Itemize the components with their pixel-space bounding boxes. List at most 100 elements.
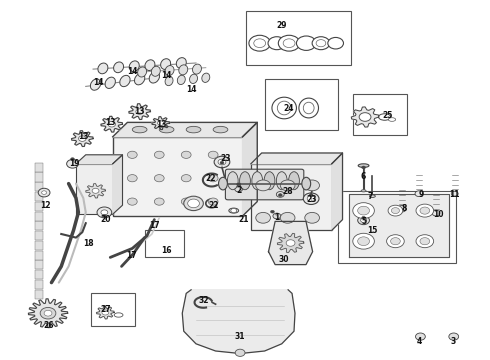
Bar — [35, 172, 43, 181]
Circle shape — [154, 151, 164, 158]
Circle shape — [359, 113, 371, 121]
Ellipse shape — [219, 177, 227, 190]
Text: 31: 31 — [235, 332, 245, 341]
Polygon shape — [351, 107, 379, 127]
Ellipse shape — [138, 67, 147, 77]
Bar — [35, 163, 43, 172]
Text: 13: 13 — [78, 132, 89, 141]
Polygon shape — [113, 122, 257, 137]
Ellipse shape — [114, 62, 123, 73]
Ellipse shape — [252, 172, 263, 190]
Text: 24: 24 — [284, 104, 294, 112]
Polygon shape — [101, 116, 122, 132]
Circle shape — [362, 216, 366, 219]
Circle shape — [181, 175, 191, 182]
Circle shape — [220, 161, 224, 164]
Ellipse shape — [264, 172, 275, 190]
Circle shape — [273, 213, 281, 219]
Bar — [145, 230, 184, 257]
Text: 28: 28 — [282, 187, 293, 196]
Circle shape — [358, 237, 369, 246]
Circle shape — [208, 175, 218, 182]
Ellipse shape — [134, 73, 145, 85]
Text: 23: 23 — [306, 195, 317, 204]
Circle shape — [67, 159, 78, 168]
Polygon shape — [277, 233, 304, 253]
Circle shape — [208, 151, 218, 158]
Text: 30: 30 — [279, 255, 290, 264]
Circle shape — [353, 233, 374, 249]
Bar — [35, 280, 43, 289]
Text: 32: 32 — [198, 296, 209, 305]
Bar — [35, 290, 43, 299]
Text: 19: 19 — [69, 159, 80, 168]
Bar — [35, 182, 43, 191]
Circle shape — [235, 186, 243, 192]
Circle shape — [280, 212, 295, 223]
Polygon shape — [243, 122, 257, 216]
Text: 29: 29 — [276, 21, 287, 30]
Ellipse shape — [145, 60, 155, 71]
Bar — [35, 241, 43, 250]
Circle shape — [388, 205, 403, 216]
Bar — [35, 260, 43, 270]
Ellipse shape — [129, 61, 139, 72]
Ellipse shape — [361, 190, 366, 192]
Circle shape — [353, 203, 374, 219]
Text: 23: 23 — [220, 154, 231, 163]
Circle shape — [420, 238, 430, 245]
Circle shape — [286, 240, 295, 246]
Polygon shape — [152, 117, 170, 130]
Circle shape — [78, 136, 86, 141]
Circle shape — [249, 35, 270, 51]
Circle shape — [392, 208, 399, 213]
Ellipse shape — [179, 65, 188, 75]
Circle shape — [312, 37, 330, 50]
Circle shape — [358, 216, 369, 225]
Text: 14: 14 — [93, 78, 103, 87]
Circle shape — [208, 198, 218, 205]
Circle shape — [102, 310, 109, 315]
Text: 16: 16 — [161, 246, 172, 255]
Circle shape — [92, 188, 99, 193]
Ellipse shape — [177, 75, 185, 85]
Circle shape — [237, 183, 241, 186]
Bar — [35, 231, 43, 240]
Text: 1: 1 — [274, 213, 279, 222]
Bar — [91, 293, 135, 326]
Polygon shape — [349, 194, 449, 257]
Circle shape — [218, 159, 226, 165]
Bar — [76, 164, 113, 214]
Circle shape — [102, 215, 106, 217]
Text: 14: 14 — [161, 71, 172, 80]
Ellipse shape — [202, 73, 210, 82]
Circle shape — [303, 193, 319, 204]
Circle shape — [391, 238, 400, 245]
Ellipse shape — [159, 126, 174, 133]
Ellipse shape — [277, 101, 291, 115]
Text: 10: 10 — [433, 210, 444, 219]
Bar — [251, 164, 332, 230]
Circle shape — [397, 206, 406, 212]
Text: 17: 17 — [126, 251, 137, 260]
Circle shape — [270, 210, 274, 213]
Circle shape — [358, 206, 369, 215]
Ellipse shape — [151, 66, 160, 76]
Ellipse shape — [272, 97, 296, 119]
Bar — [265, 79, 338, 130]
Polygon shape — [129, 104, 150, 120]
Circle shape — [231, 208, 237, 213]
Circle shape — [136, 109, 144, 114]
Polygon shape — [72, 131, 93, 147]
FancyBboxPatch shape — [225, 169, 304, 200]
Bar — [35, 251, 43, 260]
Circle shape — [276, 192, 284, 197]
Bar — [35, 202, 43, 211]
Polygon shape — [76, 155, 122, 164]
Circle shape — [71, 158, 74, 161]
Ellipse shape — [229, 208, 239, 213]
Ellipse shape — [299, 98, 318, 118]
Polygon shape — [86, 184, 105, 198]
Circle shape — [307, 196, 315, 202]
Ellipse shape — [165, 66, 174, 76]
